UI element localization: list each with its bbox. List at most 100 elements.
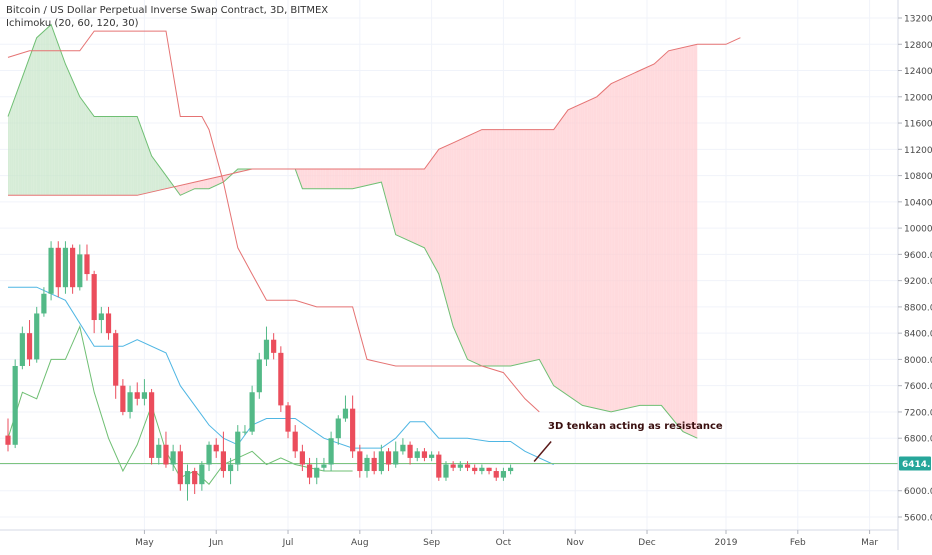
cloud-segment — [121, 116, 123, 195]
candle-body — [242, 432, 247, 433]
cloud-segment — [575, 106, 577, 402]
cloud-segment — [462, 138, 464, 351]
candle-body — [379, 451, 384, 471]
cloud-segment — [91, 112, 93, 196]
last-price-label: 6414.5 — [902, 460, 932, 470]
cloud-segment — [539, 130, 541, 363]
price-tick-label: 12400.0 — [904, 67, 932, 77]
cloud-segment — [336, 169, 338, 189]
cloud-segment — [116, 116, 118, 195]
time-tick-label: Jul — [282, 538, 294, 548]
cloud-segment — [324, 169, 326, 189]
cloud-segment — [514, 130, 516, 366]
cloud-segment — [613, 82, 615, 412]
cloud-segment — [96, 116, 98, 195]
cloud-segment — [688, 46, 690, 435]
cloud-segment — [198, 181, 200, 189]
candle-body — [192, 471, 197, 484]
cloud-segment — [471, 134, 473, 362]
candle-body — [163, 445, 168, 465]
cloud-segment — [437, 149, 439, 274]
cloud-segment — [205, 179, 207, 188]
candle-body — [257, 359, 262, 392]
cloud-segment — [543, 130, 545, 370]
cloud-segment — [28, 57, 30, 195]
cloud-segment — [329, 169, 331, 189]
price-tick-label: 12000.0 — [904, 93, 932, 103]
cloud-segment — [687, 46, 689, 434]
cloud-segment — [464, 137, 466, 355]
cloud-segment — [670, 50, 672, 419]
cloud-segment — [55, 34, 57, 195]
cloud-segment — [455, 141, 457, 335]
cloud-segment — [372, 169, 374, 184]
cloud-segment — [105, 116, 107, 195]
candle-body — [443, 464, 448, 477]
candle-body — [429, 455, 434, 458]
cloud-segment — [24, 67, 26, 195]
cloud-segment — [588, 100, 590, 407]
cloud-segment — [656, 61, 658, 406]
cloud-segment — [209, 178, 211, 188]
candle-body — [214, 445, 219, 452]
cloud-segment — [345, 169, 347, 189]
cloud-segment — [119, 116, 121, 195]
cloud-segment — [658, 59, 660, 405]
cloud-segment — [333, 169, 335, 189]
candle-body — [278, 353, 283, 406]
time-tick-label: May — [135, 538, 154, 548]
cloud-segment — [335, 169, 337, 189]
candle-body — [386, 451, 391, 464]
cloud-segment — [654, 62, 656, 405]
cloud-segment — [536, 130, 538, 361]
cloud-segment — [103, 116, 105, 195]
cloud-segment — [123, 116, 125, 195]
cloud-segment — [530, 130, 532, 362]
cloud-segment — [450, 144, 452, 320]
cloud-segment — [665, 52, 667, 411]
cloud-segment — [557, 122, 559, 389]
cloud-segment — [89, 109, 91, 195]
cloud-segment — [428, 162, 430, 258]
cloud-segment — [620, 79, 622, 410]
cloud-segment — [12, 102, 14, 196]
candle-body — [314, 468, 319, 478]
cloud-segment — [202, 180, 204, 189]
cloud-segment — [180, 185, 182, 195]
cloud-segment — [561, 117, 563, 392]
time-tick-label: Dec — [638, 538, 655, 548]
cloud-segment — [8, 112, 10, 196]
cloud-segment — [611, 83, 613, 412]
cloud-segment — [446, 145, 448, 307]
cloud-segment — [570, 108, 572, 398]
cloud-segment — [214, 177, 216, 186]
cloud-segment — [642, 69, 644, 405]
cloud-segment — [618, 80, 620, 411]
cloud-segment — [468, 135, 470, 360]
cloud-segment — [538, 130, 540, 360]
cloud-segment — [306, 169, 308, 189]
cloud-segment — [430, 159, 432, 261]
cloud-segment — [532, 130, 534, 361]
candle-body — [106, 313, 111, 333]
cloud-segment — [62, 54, 64, 195]
time-tick-label: Jun — [208, 538, 223, 548]
cloud-segment — [414, 169, 416, 244]
cloud-segment — [505, 130, 507, 366]
cloud-segment — [582, 103, 584, 406]
cloud-segment — [647, 66, 649, 405]
cloud-segment — [534, 130, 536, 361]
price-tick-label: 9200.0 — [904, 277, 932, 287]
cloud-segment — [604, 89, 606, 411]
cloud-segment — [137, 116, 139, 195]
cloud-segment — [13, 97, 15, 195]
cloud-segment — [308, 169, 310, 189]
candle-body — [321, 464, 326, 467]
cloud-segment — [92, 114, 94, 195]
cloud-segment — [44, 29, 46, 195]
cloud-segment — [489, 130, 491, 366]
price-tick-label: 7200.0 — [904, 408, 932, 418]
cloud-segment — [500, 130, 502, 366]
cloud-segment — [10, 107, 12, 196]
cloud-segment — [527, 130, 529, 363]
